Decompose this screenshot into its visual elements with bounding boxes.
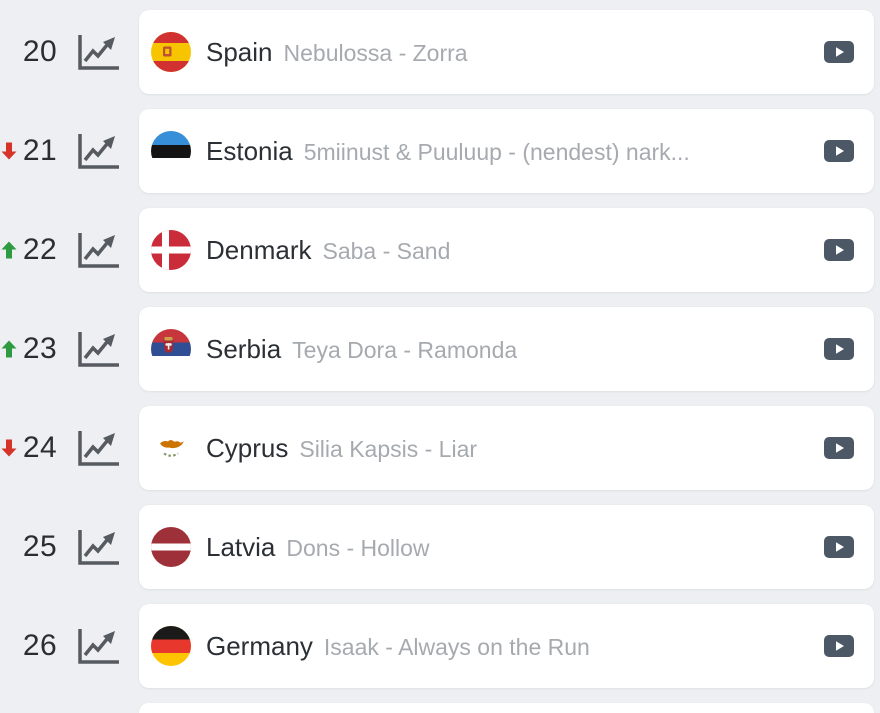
ranking-row: 20 Spain Nebulossa - Zorra: [0, 10, 874, 94]
entry-card[interactable]: Germany Isaak - Always on the Run: [139, 604, 874, 688]
serbia-flag-icon: [151, 329, 191, 369]
rank-number: 22: [22, 233, 58, 266]
youtube-play-icon[interactable]: [816, 41, 854, 63]
rank-number: 20: [22, 35, 58, 68]
ranking-row: 21 Estonia 5miinust & Puuluup - (nendest…: [0, 109, 874, 193]
youtube-play-icon[interactable]: [816, 437, 854, 459]
germany-flag-icon: [151, 626, 191, 666]
ranking-row: 26 Germany Isaak - Always on the Run: [0, 604, 874, 688]
country-name: Spain: [206, 36, 273, 67]
youtube-play-icon[interactable]: [816, 635, 854, 657]
ranking-row: 23 Serbia Teya Dora - Ramonda: [0, 307, 874, 391]
movement-icon: [0, 537, 18, 557]
entry-card[interactable]: Latvia Dons - Hollow: [139, 505, 874, 589]
entry-card[interactable]: Serbia Teya Dora - Ramonda: [139, 307, 874, 391]
trend-chart-icon[interactable]: [75, 32, 121, 72]
entry-text: Estonia 5miinust & Puuluup - (nendest) n…: [206, 136, 690, 167]
artist-song: Saba - Sand: [322, 237, 451, 264]
movement-up-arrow-icon: [0, 339, 18, 359]
country-name: Denmark: [206, 234, 312, 265]
country-name: Latvia: [206, 531, 276, 562]
trend-chart-icon[interactable]: [75, 329, 121, 369]
country-name: Estonia: [206, 135, 293, 166]
artist-song: Dons - Hollow: [286, 534, 430, 561]
rank-area: 25: [0, 527, 139, 567]
entry-text: Germany Isaak - Always on the Run: [206, 631, 590, 662]
entry-text: Serbia Teya Dora - Ramonda: [206, 334, 517, 365]
youtube-play-icon[interactable]: [816, 140, 854, 162]
country-name: Germany: [206, 630, 313, 661]
ranking-row: 24 Cyprus Silia Kapsis - Liar: [0, 406, 874, 490]
next-entry-card-partial[interactable]: [139, 703, 874, 713]
movement-down-arrow-icon: [0, 438, 18, 458]
youtube-play-icon[interactable]: [816, 338, 854, 360]
rank-area: 21: [0, 131, 139, 171]
rank-area: 24: [0, 428, 139, 468]
rank-number: 21: [22, 134, 58, 167]
artist-song: 5miinust & Puuluup - (nendest) nark...: [303, 138, 690, 165]
rank-area: 26: [0, 626, 139, 666]
entry-card[interactable]: Cyprus Silia Kapsis - Liar: [139, 406, 874, 490]
spain-flag-icon: [151, 32, 191, 72]
entry-card[interactable]: Estonia 5miinust & Puuluup - (nendest) n…: [139, 109, 874, 193]
country-name: Cyprus: [206, 432, 289, 463]
trend-chart-icon[interactable]: [75, 131, 121, 171]
cyprus-flag-icon: [151, 428, 191, 468]
denmark-flag-icon: [151, 230, 191, 270]
artist-song: Isaak - Always on the Run: [323, 633, 590, 660]
entry-text: Latvia Dons - Hollow: [206, 532, 430, 563]
entry-text: Cyprus Silia Kapsis - Liar: [206, 433, 477, 464]
entry-card[interactable]: Denmark Saba - Sand: [139, 208, 874, 292]
trend-chart-icon[interactable]: [75, 230, 121, 270]
trend-chart-icon[interactable]: [75, 428, 121, 468]
entry-text: Denmark Saba - Sand: [206, 235, 450, 266]
ranking-list: 20 Spain Nebulossa - Zorra 21 Estonia 5m…: [0, 10, 874, 688]
artist-song: Silia Kapsis - Liar: [299, 435, 478, 462]
rank-area: 23: [0, 329, 139, 369]
entry-text: Spain Nebulossa - Zorra: [206, 37, 468, 68]
rank-number: 23: [22, 332, 58, 365]
entry-card[interactable]: Spain Nebulossa - Zorra: [139, 10, 874, 94]
rank-number: 25: [22, 530, 58, 563]
estonia-flag-icon: [151, 131, 191, 171]
artist-song: Nebulossa - Zorra: [283, 39, 468, 66]
latvia-flag-icon: [151, 527, 191, 567]
rank-area: 20: [0, 32, 139, 72]
movement-icon: [0, 636, 18, 656]
country-name: Serbia: [206, 333, 282, 364]
rank-number: 24: [22, 431, 58, 464]
trend-chart-icon[interactable]: [75, 626, 121, 666]
youtube-play-icon[interactable]: [816, 536, 854, 558]
movement-icon: [0, 42, 18, 62]
movement-up-arrow-icon: [0, 240, 18, 260]
rank-area: 22: [0, 230, 139, 270]
artist-song: Teya Dora - Ramonda: [292, 336, 518, 363]
ranking-row: 25 Latvia Dons - Hollow: [0, 505, 874, 589]
rank-number: 26: [22, 629, 58, 662]
movement-down-arrow-icon: [0, 141, 18, 161]
youtube-play-icon[interactable]: [816, 239, 854, 261]
trend-chart-icon[interactable]: [75, 527, 121, 567]
ranking-row: 22 Denmark Saba - Sand: [0, 208, 874, 292]
